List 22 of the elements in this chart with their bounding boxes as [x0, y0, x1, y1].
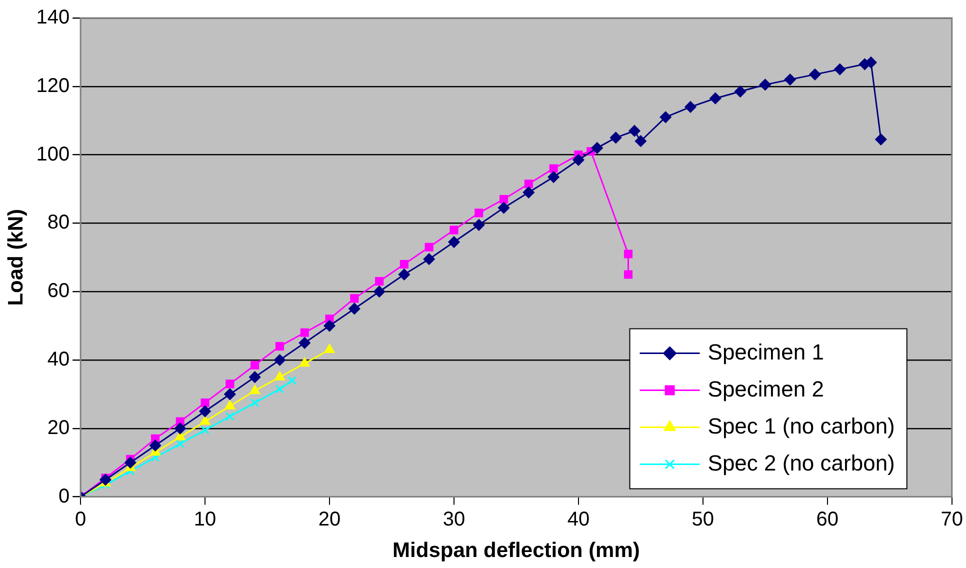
legend-label: Spec 2 (no carbon)	[708, 450, 895, 476]
legend-label: Specimen 1	[708, 339, 824, 364]
y-axis-title: Load (kN)	[4, 208, 28, 306]
y-tick-label: 60	[47, 280, 70, 302]
y-tick-label: 0	[58, 485, 70, 508]
y-tick-label: 20	[47, 416, 70, 439]
y-tick-label: 140	[36, 6, 70, 29]
y-tick-label: 80	[47, 212, 70, 234]
y-tick-label: 100	[36, 143, 70, 166]
y-tick-label: 40	[47, 348, 70, 371]
legend-label: Spec 1 (no carbon)	[708, 413, 895, 438]
x-tick-label: 40	[567, 508, 590, 530]
y-tick-label: 120	[36, 74, 70, 97]
x-tick-label: 30	[442, 508, 466, 530]
legend-label: Specimen 2	[708, 376, 824, 402]
x-tick-label: 20	[318, 508, 341, 530]
x-tick-label: 70	[940, 508, 963, 530]
x-axis-title: Midspan deflection (mm)	[392, 539, 640, 562]
x-tick-label: 50	[692, 508, 714, 530]
x-tick-label: 0	[75, 508, 86, 530]
x-tick-label: 10	[194, 508, 216, 530]
x-tick-label: 60	[816, 508, 839, 530]
